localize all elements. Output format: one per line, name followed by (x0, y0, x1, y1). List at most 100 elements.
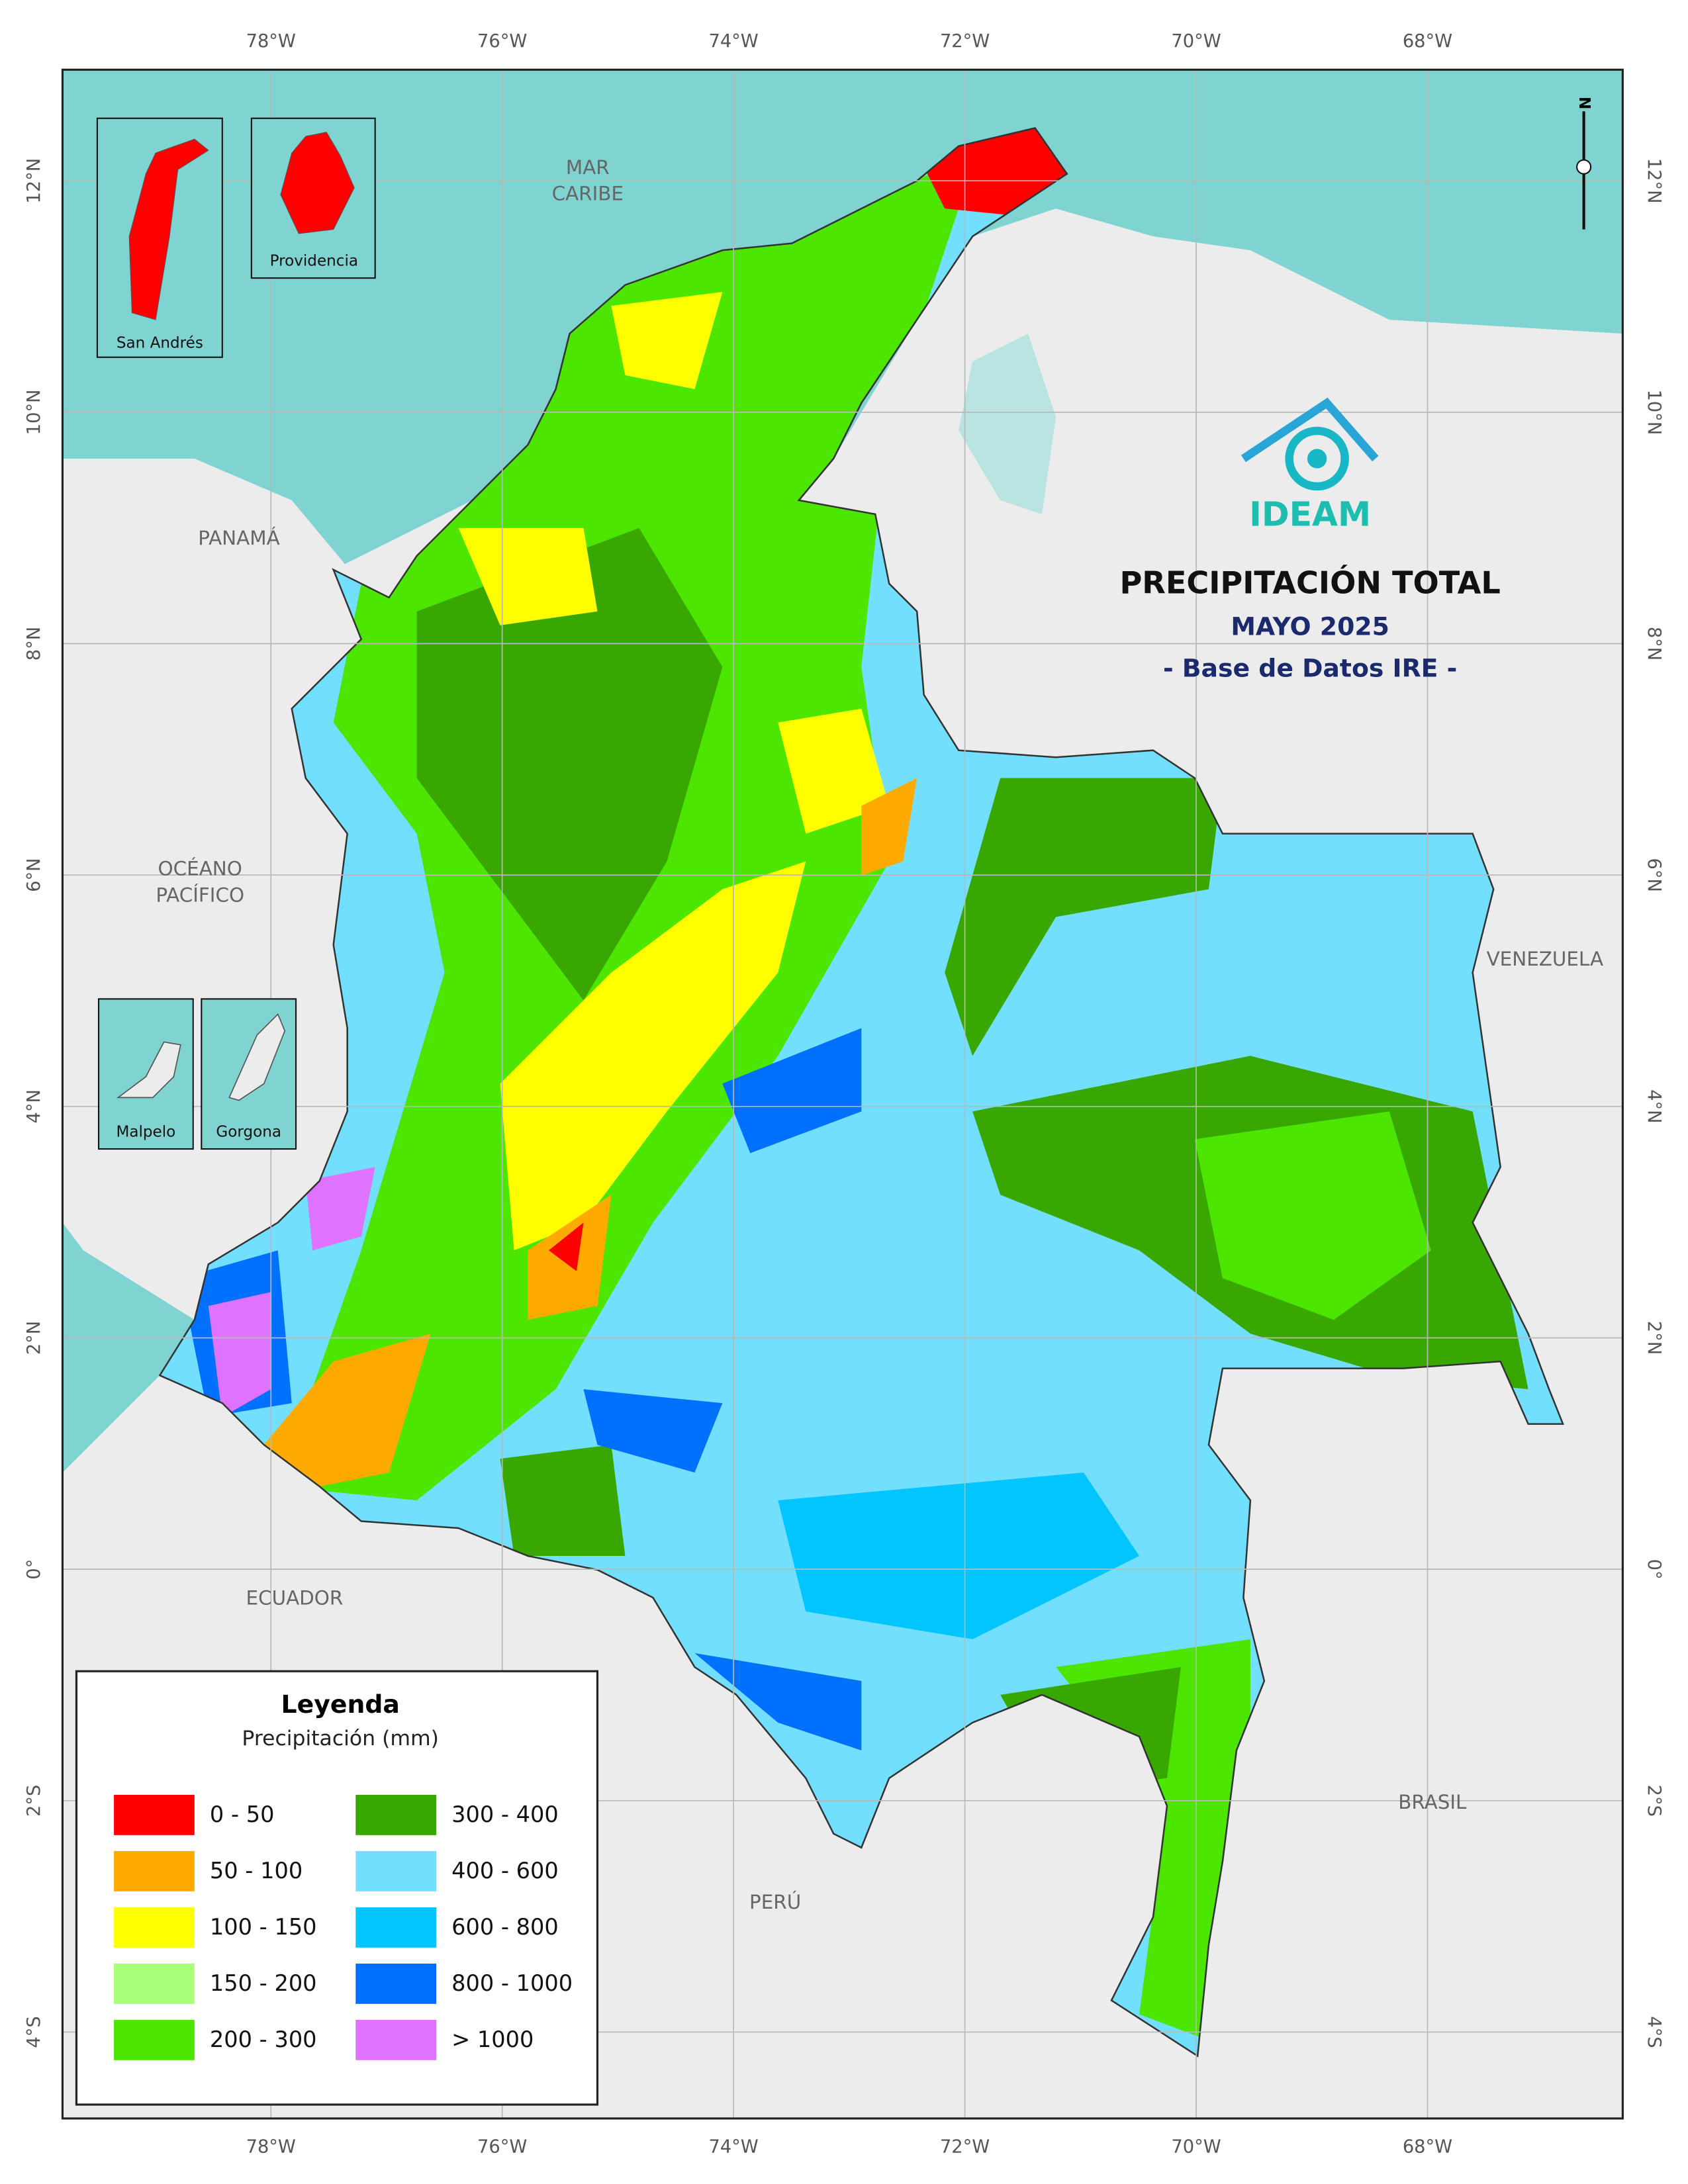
map-title: PRECIPITACIÓN TOTAL (1119, 565, 1500, 600)
legend-swatch (114, 1907, 195, 1948)
place-label: PERÚ (749, 1889, 801, 1913)
legend-swatch (355, 1850, 437, 1891)
lat-label: 0° (24, 1559, 44, 1580)
area-300-400 (500, 1445, 626, 1556)
lon-label: 68°W (1403, 2137, 1452, 2158)
base-map (62, 69, 1623, 2118)
lat-label: 2°S (24, 1785, 44, 1817)
area-0-50 (549, 1222, 584, 1271)
area-600-800 (778, 1473, 1139, 1639)
legend-swatch (355, 1963, 437, 2004)
lat-label: 4°S (1644, 2016, 1664, 2048)
legend-swatch (355, 2019, 437, 2060)
island (228, 1013, 286, 1101)
lon-label: 72°W (940, 31, 990, 52)
map-period: MAYO 2025 (1231, 612, 1389, 641)
lat-label: 6°N (1644, 858, 1664, 891)
lat-label: 8°N (24, 627, 44, 660)
area-50-100 (263, 1334, 431, 1487)
legend-label: 50 - 100 (210, 1858, 303, 1884)
lat-label: 6°N (24, 858, 44, 891)
lat-label: 12°N (1644, 158, 1664, 204)
area-100-150 (500, 861, 806, 1251)
area-100-150 (778, 708, 890, 834)
lon-label: 76°W (477, 2137, 527, 2158)
lat-label: 10°N (24, 389, 44, 435)
legend-label: 800 - 1000 (451, 1970, 573, 1996)
legend-swatch (114, 1794, 195, 1835)
logo-swirl (1285, 426, 1349, 491)
legend-swatch (355, 1907, 437, 1948)
logo-roof (1241, 397, 1379, 463)
lat-label: 12°N (24, 158, 44, 204)
legend-label: 0 - 50 (210, 1801, 275, 1827)
legend-swatch (114, 2019, 195, 2060)
legend-swatch (114, 1850, 195, 1891)
map-source: - Base de Datos IRE - (1163, 653, 1457, 682)
area-800-1000 (694, 1653, 862, 1751)
lat-label: 4°N (24, 1089, 44, 1123)
legend-title: Leyenda (281, 1690, 400, 1719)
island (116, 1041, 181, 1099)
area-over-1000 (208, 1292, 271, 1418)
inset-label: Gorgona (216, 1123, 281, 1140)
lon-label: 70°W (1171, 31, 1221, 52)
lon-label: 68°W (1403, 31, 1452, 52)
place-label: VENEZUELA (1487, 948, 1604, 970)
lat-label: 4°S (24, 2016, 44, 2048)
legend-subtitle: Precipitación (mm) (242, 1727, 439, 1751)
inset-label: Malpelo (116, 1123, 175, 1140)
logo-text: IDEAM (1249, 495, 1371, 534)
area-50-100 (861, 778, 917, 876)
place-label: PANAMÁ (198, 526, 279, 549)
lon-label: 74°W (708, 2137, 758, 2158)
legend-swatch (114, 1963, 195, 2004)
legend-label: 600 - 800 (451, 1914, 559, 1940)
logo-eye (1307, 449, 1327, 469)
lon-label: 76°W (477, 31, 527, 52)
lake-maracaibo (959, 334, 1056, 514)
inset-frame (97, 998, 194, 1150)
inset-label: Providencia (270, 252, 358, 269)
map-frame (61, 68, 1624, 2120)
lat-label: 2°N (1644, 1321, 1664, 1355)
lon-label: 70°W (1171, 2137, 1221, 2158)
inset-label: San Andrés (117, 334, 203, 351)
lat-label: 0° (1644, 1559, 1664, 1580)
legend-label: 200 - 300 (210, 2026, 317, 2052)
area-100-150 (611, 292, 723, 390)
legend: Leyenda Precipitación (mm) 0 - 50 50 - 10… (75, 1670, 599, 2106)
insets: San Andrés Providencia Malpelo Gorgona (96, 117, 376, 1150)
place-label: OCÉANO (158, 857, 242, 880)
place-label: PACÍFICO (156, 884, 244, 907)
panama-land (62, 458, 361, 695)
north-arrow-circle (1576, 159, 1592, 175)
place-label: CARIBE (552, 183, 624, 205)
lat-label: 8°N (1644, 627, 1664, 660)
place-label: BRASIL (1398, 1791, 1467, 1813)
lat-label: 4°N (1644, 1089, 1664, 1123)
area-800-1000 (583, 1389, 723, 1473)
island (280, 132, 355, 234)
area-300-400 (416, 527, 723, 1001)
area-200-300 (1194, 1111, 1431, 1320)
legend-label: 100 - 150 (210, 1914, 317, 1940)
lon-label: 78°W (246, 2137, 296, 2158)
area-800-1000 (722, 1028, 862, 1154)
lat-label: 10°N (1644, 389, 1664, 435)
area-over-1000 (305, 1167, 375, 1251)
place-label: ECUADOR (246, 1587, 344, 1610)
legend-swatch (355, 1794, 437, 1835)
place-label: MAR (566, 156, 610, 179)
area-100-150 (458, 527, 598, 625)
lat-label: 2°N (24, 1321, 44, 1355)
north-arrow: N (1575, 97, 1593, 230)
legend-label: 400 - 600 (451, 1858, 559, 1884)
lon-label: 74°W (708, 31, 758, 52)
legend-label: 150 - 200 (210, 1970, 317, 1996)
logo: IDEAM (1241, 397, 1379, 534)
legend-label: 300 - 400 (451, 1801, 559, 1827)
